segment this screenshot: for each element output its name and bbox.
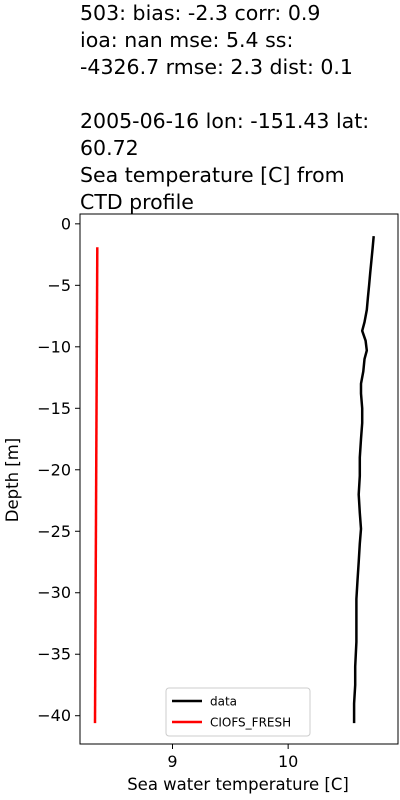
- y-tick-label: −20: [37, 460, 71, 479]
- legend-label-ciofs-fresh: CIOFS_FRESH: [210, 716, 291, 730]
- y-tick-label: −40: [37, 706, 71, 725]
- y-tick-label: −15: [37, 399, 71, 418]
- y-axis-label: Depth [m]: [3, 438, 22, 522]
- chart-title: 503: bias: -2.3 corr: 0.9 ioa: nan mse: …: [80, 1, 370, 214]
- y-tick-label: −10: [37, 337, 71, 356]
- x-tick-label: 9: [167, 752, 177, 771]
- legend-label-data: data: [210, 695, 237, 709]
- series-group: [93, 235, 375, 724]
- y-axis-ticks: 0 −5 −10 −15 −20 −25 −30 −35 −40: [37, 214, 80, 725]
- series-line-ciofs-fresh: [93, 247, 99, 724]
- x-axis-ticks: 9 10: [167, 744, 298, 771]
- x-tick-label: 10: [278, 752, 298, 771]
- y-tick-label: −5: [47, 276, 71, 295]
- series-line-data: [352, 235, 375, 724]
- y-tick-label: −35: [37, 645, 71, 664]
- y-tick-label: −25: [37, 522, 71, 541]
- y-tick-label: 0: [61, 214, 71, 233]
- legend: data CIOFS_FRESH: [165, 687, 311, 737]
- plot-area: [79, 213, 399, 745]
- y-tick-label: −30: [37, 583, 71, 602]
- x-axis-label: Sea water temperature [C]: [127, 775, 349, 794]
